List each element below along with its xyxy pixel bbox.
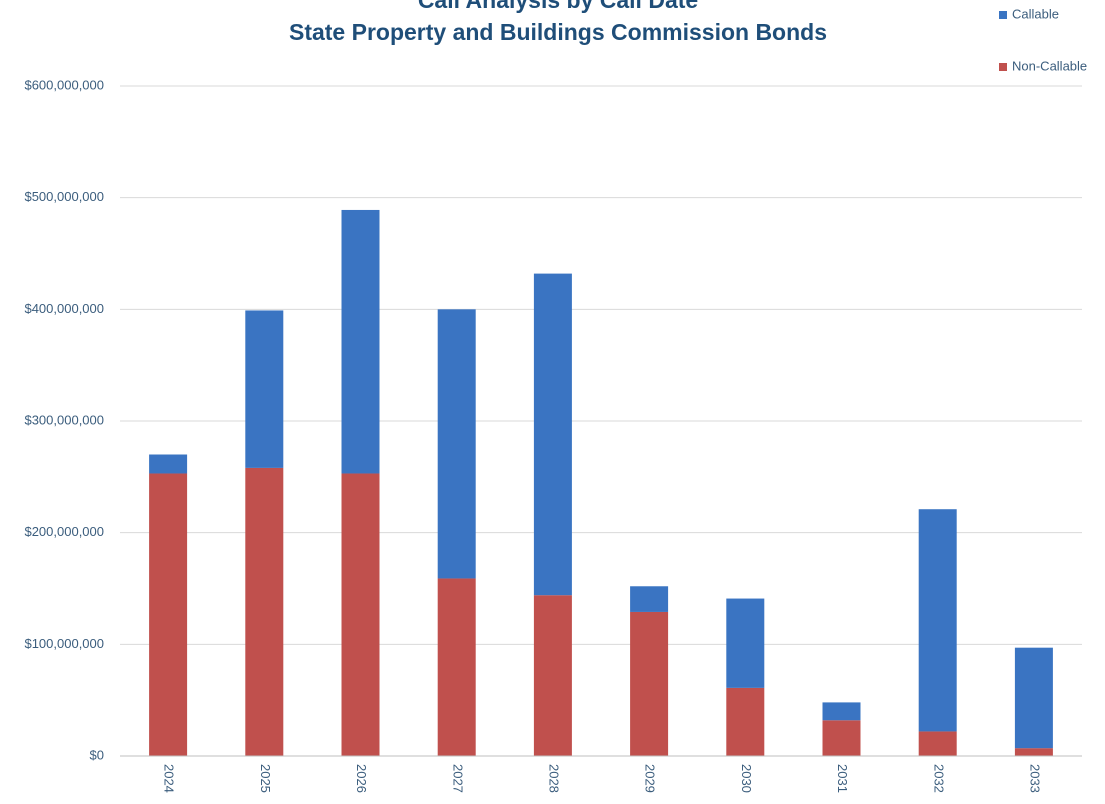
legend-swatch — [999, 11, 1007, 19]
legend-label: Non-Callable — [1012, 58, 1087, 73]
chart-title: Call Analysis by Call Date — [418, 0, 698, 13]
x-tick-label: 2024 — [162, 764, 177, 793]
bar-segment — [437, 578, 476, 756]
legend-swatch — [999, 63, 1007, 71]
bar-segment — [630, 586, 669, 612]
y-tick-label: $200,000,000 — [24, 524, 104, 539]
bar-segment — [822, 702, 861, 721]
bar-segment — [533, 273, 572, 596]
bar-segment — [726, 598, 765, 688]
x-tick-label: 2027 — [450, 764, 465, 793]
x-tick-label: 2031 — [835, 764, 850, 793]
bar-segment — [918, 731, 957, 756]
y-tick-label: $0 — [90, 747, 104, 762]
x-tick-label: 2025 — [258, 764, 273, 793]
bar-segment — [245, 467, 284, 756]
y-tick-label: $100,000,000 — [24, 636, 104, 651]
bar-segment — [533, 595, 572, 756]
x-tick-label: 2026 — [354, 764, 369, 793]
y-tick-label: $400,000,000 — [24, 301, 104, 316]
bar-segment — [437, 309, 476, 579]
bar-segment — [341, 209, 380, 474]
bar-segment — [918, 509, 957, 732]
x-tick-label: 2030 — [739, 764, 754, 793]
bar-segment — [149, 473, 188, 756]
y-tick-label: $500,000,000 — [24, 189, 104, 204]
bar-segment — [149, 454, 188, 474]
bar-segment — [630, 611, 669, 756]
x-tick-label: 2033 — [1027, 764, 1042, 793]
chart-subtitle: State Property and Buildings Commission … — [289, 19, 827, 45]
x-tick-label: 2032 — [931, 764, 946, 793]
y-tick-label: $300,000,000 — [24, 412, 104, 427]
y-tick-label: $600,000,000 — [24, 77, 104, 92]
x-tick-label: 2029 — [643, 764, 658, 793]
legend-label: Callable — [1012, 6, 1059, 21]
bar-segment — [341, 473, 380, 756]
bar-segment — [1014, 647, 1053, 749]
bar-segment — [245, 310, 284, 468]
bar-segment — [822, 720, 861, 756]
bar-segment — [726, 687, 765, 756]
x-tick-label: 2028 — [546, 764, 561, 793]
bar-segment — [1014, 748, 1053, 756]
